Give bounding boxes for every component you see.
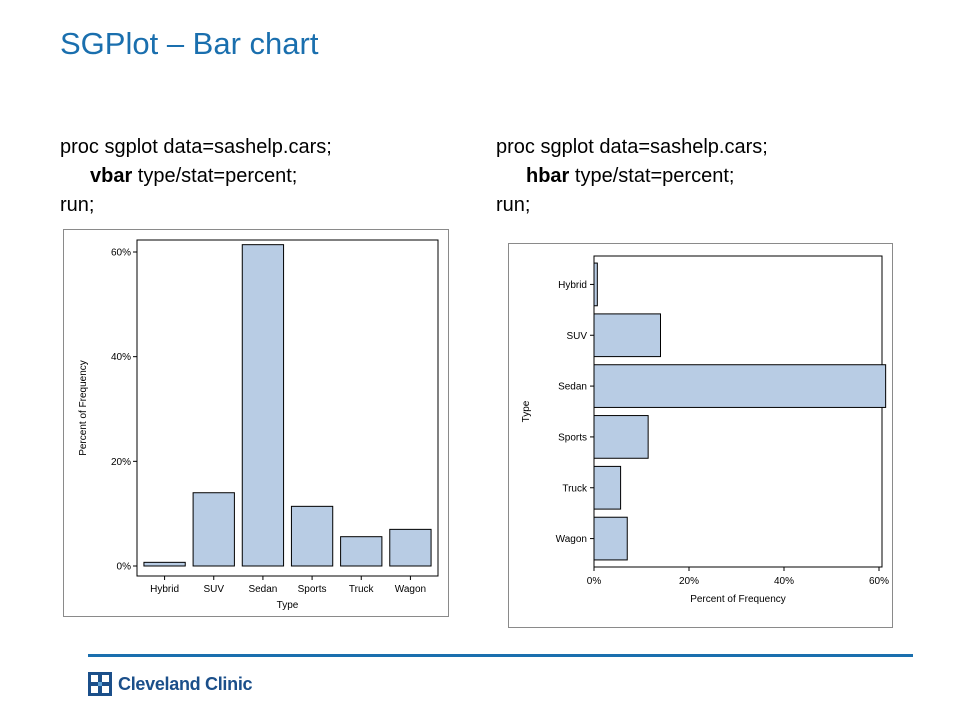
plot-area [136, 239, 439, 577]
x-axis-label: Percent of Frequency [690, 594, 786, 605]
y-tick-label: 0% [117, 562, 132, 573]
bar [389, 528, 432, 567]
code-keyword: hbar [526, 165, 570, 187]
code-line: proc sgplot data=sashelp.cars; [496, 136, 768, 158]
bar [593, 313, 661, 358]
bar [143, 561, 186, 567]
bar [593, 364, 887, 408]
x-tick-label: SUV [203, 584, 224, 595]
code-line: run; [60, 194, 95, 216]
bar [593, 516, 628, 561]
y-tick-label: 20% [111, 457, 131, 468]
bar [192, 492, 235, 567]
y-tick-label: Hybrid [558, 280, 587, 291]
code-block-hbar: proc sgplot data=sashelp.cars; hbar type… [496, 133, 768, 220]
x-tick-label: Sedan [248, 584, 277, 595]
y-axis-label: Type [521, 400, 532, 422]
x-tick-label: 20% [679, 576, 699, 587]
y-tick-label: Sports [558, 432, 587, 443]
bar [593, 262, 598, 307]
x-tick-label: 60% [869, 576, 889, 587]
y-tick-label: Truck [562, 483, 588, 494]
code-text: type/stat=percent; [132, 165, 298, 187]
vbar-chart: Hybrid SUV Sedan Sports Truck Wagon 0% 20% 40% 60… [63, 229, 449, 617]
hbar-chart-svg: Hybrid SUV Sedan Sports Truck Wagon 0% 20% 40% 60… [521, 255, 889, 605]
y-tick-label: Sedan [558, 382, 587, 393]
vbar-chart-svg: Hybrid SUV Sedan Sports Truck Wagon 0% 20% 40% 60… [78, 239, 439, 611]
code-line: vbar type/stat=percent; [60, 162, 332, 191]
x-tick-label: 40% [774, 576, 794, 587]
bar [340, 536, 383, 567]
y-tick-label: 40% [111, 352, 131, 363]
bar [290, 505, 334, 567]
x-tick-label: Truck [349, 584, 375, 595]
code-line: run; [496, 194, 531, 216]
logo-text: Cleveland Clinic [118, 673, 253, 694]
bar [593, 465, 622, 510]
bar [241, 244, 285, 567]
x-axis-label: Type [277, 600, 299, 611]
clinic-cross-icon [88, 672, 112, 696]
hbar-chart: Hybrid SUV Sedan Sports Truck Wagon 0% 20% 40% 60… [508, 243, 893, 628]
x-tick-label: 0% [587, 576, 602, 587]
cleveland-clinic-logo: Cleveland Clinic [88, 672, 253, 696]
code-line: proc sgplot data=sashelp.cars; [60, 136, 332, 158]
footer-divider [88, 654, 913, 657]
y-axis-label: Percent of Frequency [78, 360, 89, 456]
code-block-vbar: proc sgplot data=sashelp.cars; vbar type… [60, 133, 332, 220]
bar [593, 415, 649, 459]
code-text: type/stat=percent; [569, 165, 735, 187]
x-tick-label: Sports [298, 584, 327, 595]
plot-area [593, 255, 883, 568]
y-tick-label: Wagon [556, 534, 587, 545]
x-tick-label: Hybrid [150, 584, 179, 595]
y-tick-label: SUV [566, 331, 587, 342]
code-keyword: vbar [90, 165, 133, 187]
page-title: SGPlot – Bar chart [60, 26, 319, 61]
y-tick-label: 60% [111, 248, 131, 259]
x-tick-label: Wagon [395, 584, 426, 595]
code-line: hbar type/stat=percent; [496, 162, 768, 191]
